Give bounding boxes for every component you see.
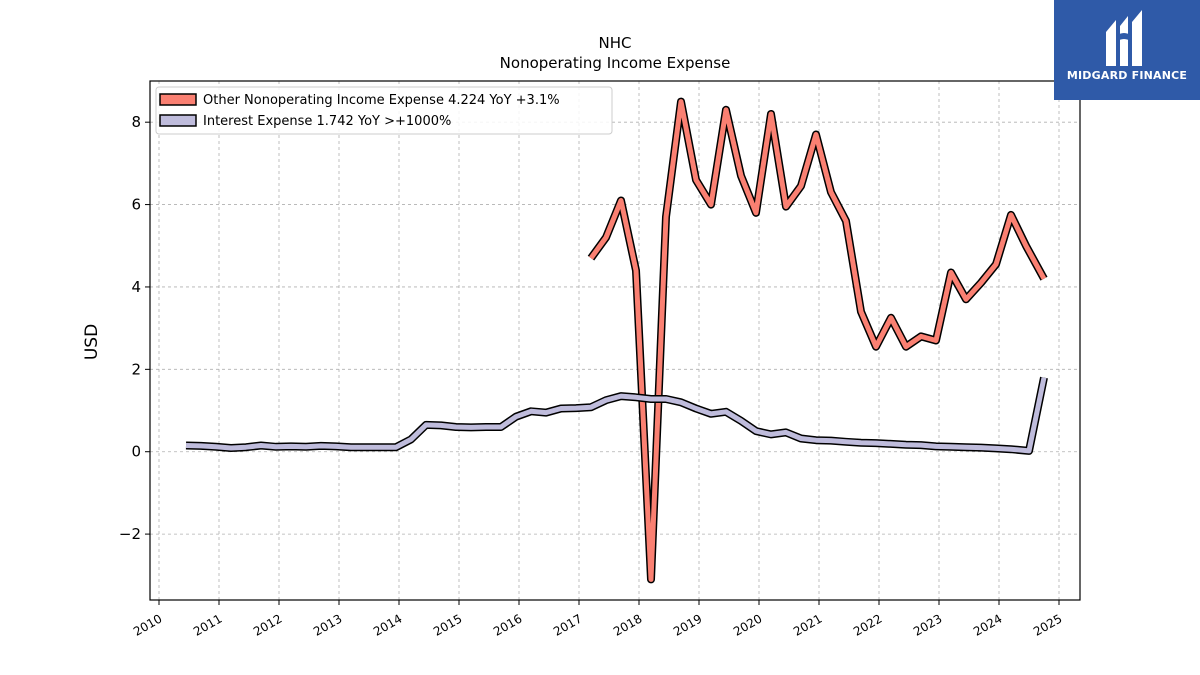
series-line-interest-expense [185,377,1047,454]
x-tick-label: 2015 [431,611,464,638]
legend-label-interest-expense: Interest Expense 1.742 YoY >+1000% [203,114,451,129]
midgard-logo-icon [1106,10,1142,66]
x-tick-label: 2021 [791,611,824,638]
y-tick-label: 2 [131,360,141,378]
series-layer [185,97,1048,584]
chart-subtitle: Nonoperating Income Expense [500,54,731,72]
ticks-layer: 2010 2011 2012 2013 2014 2015 2016 2017 2018 2019… [119,113,1065,639]
legend-label-other-nonoperating: Other Nonoperating Income Expense 4.224 … [203,93,560,108]
plot-frame [149,80,1081,601]
series-outline-interest-expense [185,376,1048,455]
x-tick-label: 2014 [371,611,404,638]
y-tick-label: 8 [131,113,141,131]
x-tick-label: 2019 [671,611,704,638]
legend-swatch-other-nonoperating [159,93,197,106]
x-tick-label: 2025 [1031,611,1064,638]
grid-layer [150,81,1080,600]
y-tick-label: 6 [131,196,141,214]
brand-logo-text: MIDGARD FINANCE [1066,69,1188,82]
x-tick-label: 2020 [731,611,764,638]
x-tick-label: 2011 [191,611,224,638]
x-tick-label: 2012 [251,611,284,638]
x-tick-label: 2010 [131,611,164,638]
legend: Other Nonoperating Income Expense 4.224 … [155,86,613,135]
y-tick-label: −2 [119,525,141,543]
y-axis-label: USD [82,324,102,360]
x-tick-label: 2024 [971,611,1004,638]
x-tick-label: 2023 [911,611,944,638]
y-tick-label: 0 [131,443,141,461]
series-line-other-nonoperating [588,99,1047,582]
x-tick-label: 2022 [851,611,884,638]
x-tick-label: 2016 [491,611,524,638]
legend-box [155,86,613,135]
legend-swatch-interest-expense [159,114,197,127]
chart-title: NHC [599,34,632,52]
y-tick-label: 4 [131,278,141,296]
x-tick-label: 2018 [611,611,644,638]
x-tick-label: 2013 [311,611,344,638]
brand-logo: MIDGARD FINANCE [1054,0,1200,100]
x-tick-label: 2017 [551,611,584,638]
